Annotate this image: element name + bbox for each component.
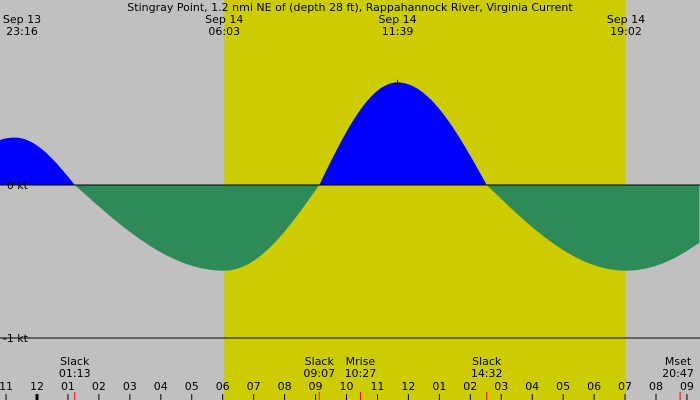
hour-tick-label: 08 bbox=[278, 380, 292, 393]
hour-tick-label: 07 bbox=[618, 380, 632, 393]
hour-tick-label: 02 bbox=[463, 380, 477, 393]
peak-marker: + bbox=[393, 76, 402, 89]
top-time-label: 19:02 bbox=[610, 25, 642, 38]
hour-tick-label: 06 bbox=[587, 380, 601, 393]
hour-tick-label: 05 bbox=[185, 380, 199, 393]
event-time-label: 01:13 bbox=[59, 367, 91, 380]
flood-current-area bbox=[0, 82, 700, 185]
top-time-label: 06:03 bbox=[208, 25, 240, 38]
ebb-current-area bbox=[0, 185, 700, 271]
hour-tick-label: 01 bbox=[432, 380, 446, 393]
hour-tick-label: 03 bbox=[494, 380, 508, 393]
current-area-layer bbox=[0, 82, 700, 271]
event-name-label: Mset bbox=[665, 355, 692, 368]
event-time-label: 20:47 bbox=[662, 367, 694, 380]
hour-tick-label: 04 bbox=[154, 380, 168, 393]
y-tick-label: 0 kt bbox=[7, 179, 29, 192]
hour-tick-label: 05 bbox=[556, 380, 570, 393]
event-name-label: Slack bbox=[60, 355, 90, 368]
hour-tick-label: 07 bbox=[247, 380, 261, 393]
hour-tick-label: 06 bbox=[216, 380, 230, 393]
hour-tick-label: 03 bbox=[123, 380, 137, 393]
axis-layer bbox=[0, 184, 700, 400]
hour-tick-label: 12 bbox=[30, 380, 44, 393]
event-time-label: 09:07 bbox=[303, 367, 335, 380]
event-time-label: 10:27 bbox=[345, 367, 377, 380]
event-time-label: 14:32 bbox=[471, 367, 503, 380]
hour-tick-label: 02 bbox=[92, 380, 106, 393]
hour-tick-label: 04 bbox=[525, 380, 539, 393]
event-name-label: Slack bbox=[472, 355, 502, 368]
hour-tick-label: 11 bbox=[0, 380, 13, 393]
hour-tick-label: 01 bbox=[61, 380, 75, 393]
y-tick-label: -1 kt bbox=[3, 332, 29, 345]
hour-tick-label: 08 bbox=[649, 380, 663, 393]
hour-tick-label: 09 bbox=[309, 380, 323, 393]
top-date-label: Sep 13 bbox=[3, 13, 41, 26]
event-name-label: Mrise bbox=[346, 355, 376, 368]
top-date-label: Sep 14 bbox=[607, 13, 645, 26]
top-time-label: 11:39 bbox=[382, 25, 414, 38]
hour-tick-label: 10 bbox=[340, 380, 354, 393]
hour-tick-label: 12 bbox=[401, 380, 415, 393]
chart-title: Stingray Point, 1.2 nmi NE of (depth 28 … bbox=[127, 1, 573, 14]
top-date-label: Sep 14 bbox=[205, 13, 243, 26]
hour-tick-label: 09 bbox=[680, 380, 694, 393]
event-name-label: Slack bbox=[305, 355, 335, 368]
top-date-label: Sep 14 bbox=[378, 13, 416, 26]
hour-tick-label: 11 bbox=[370, 380, 384, 393]
top-time-label: 23:16 bbox=[6, 25, 38, 38]
label-layer: Stingray Point, 1.2 nmi NE of (depth 28 … bbox=[0, 1, 694, 393]
